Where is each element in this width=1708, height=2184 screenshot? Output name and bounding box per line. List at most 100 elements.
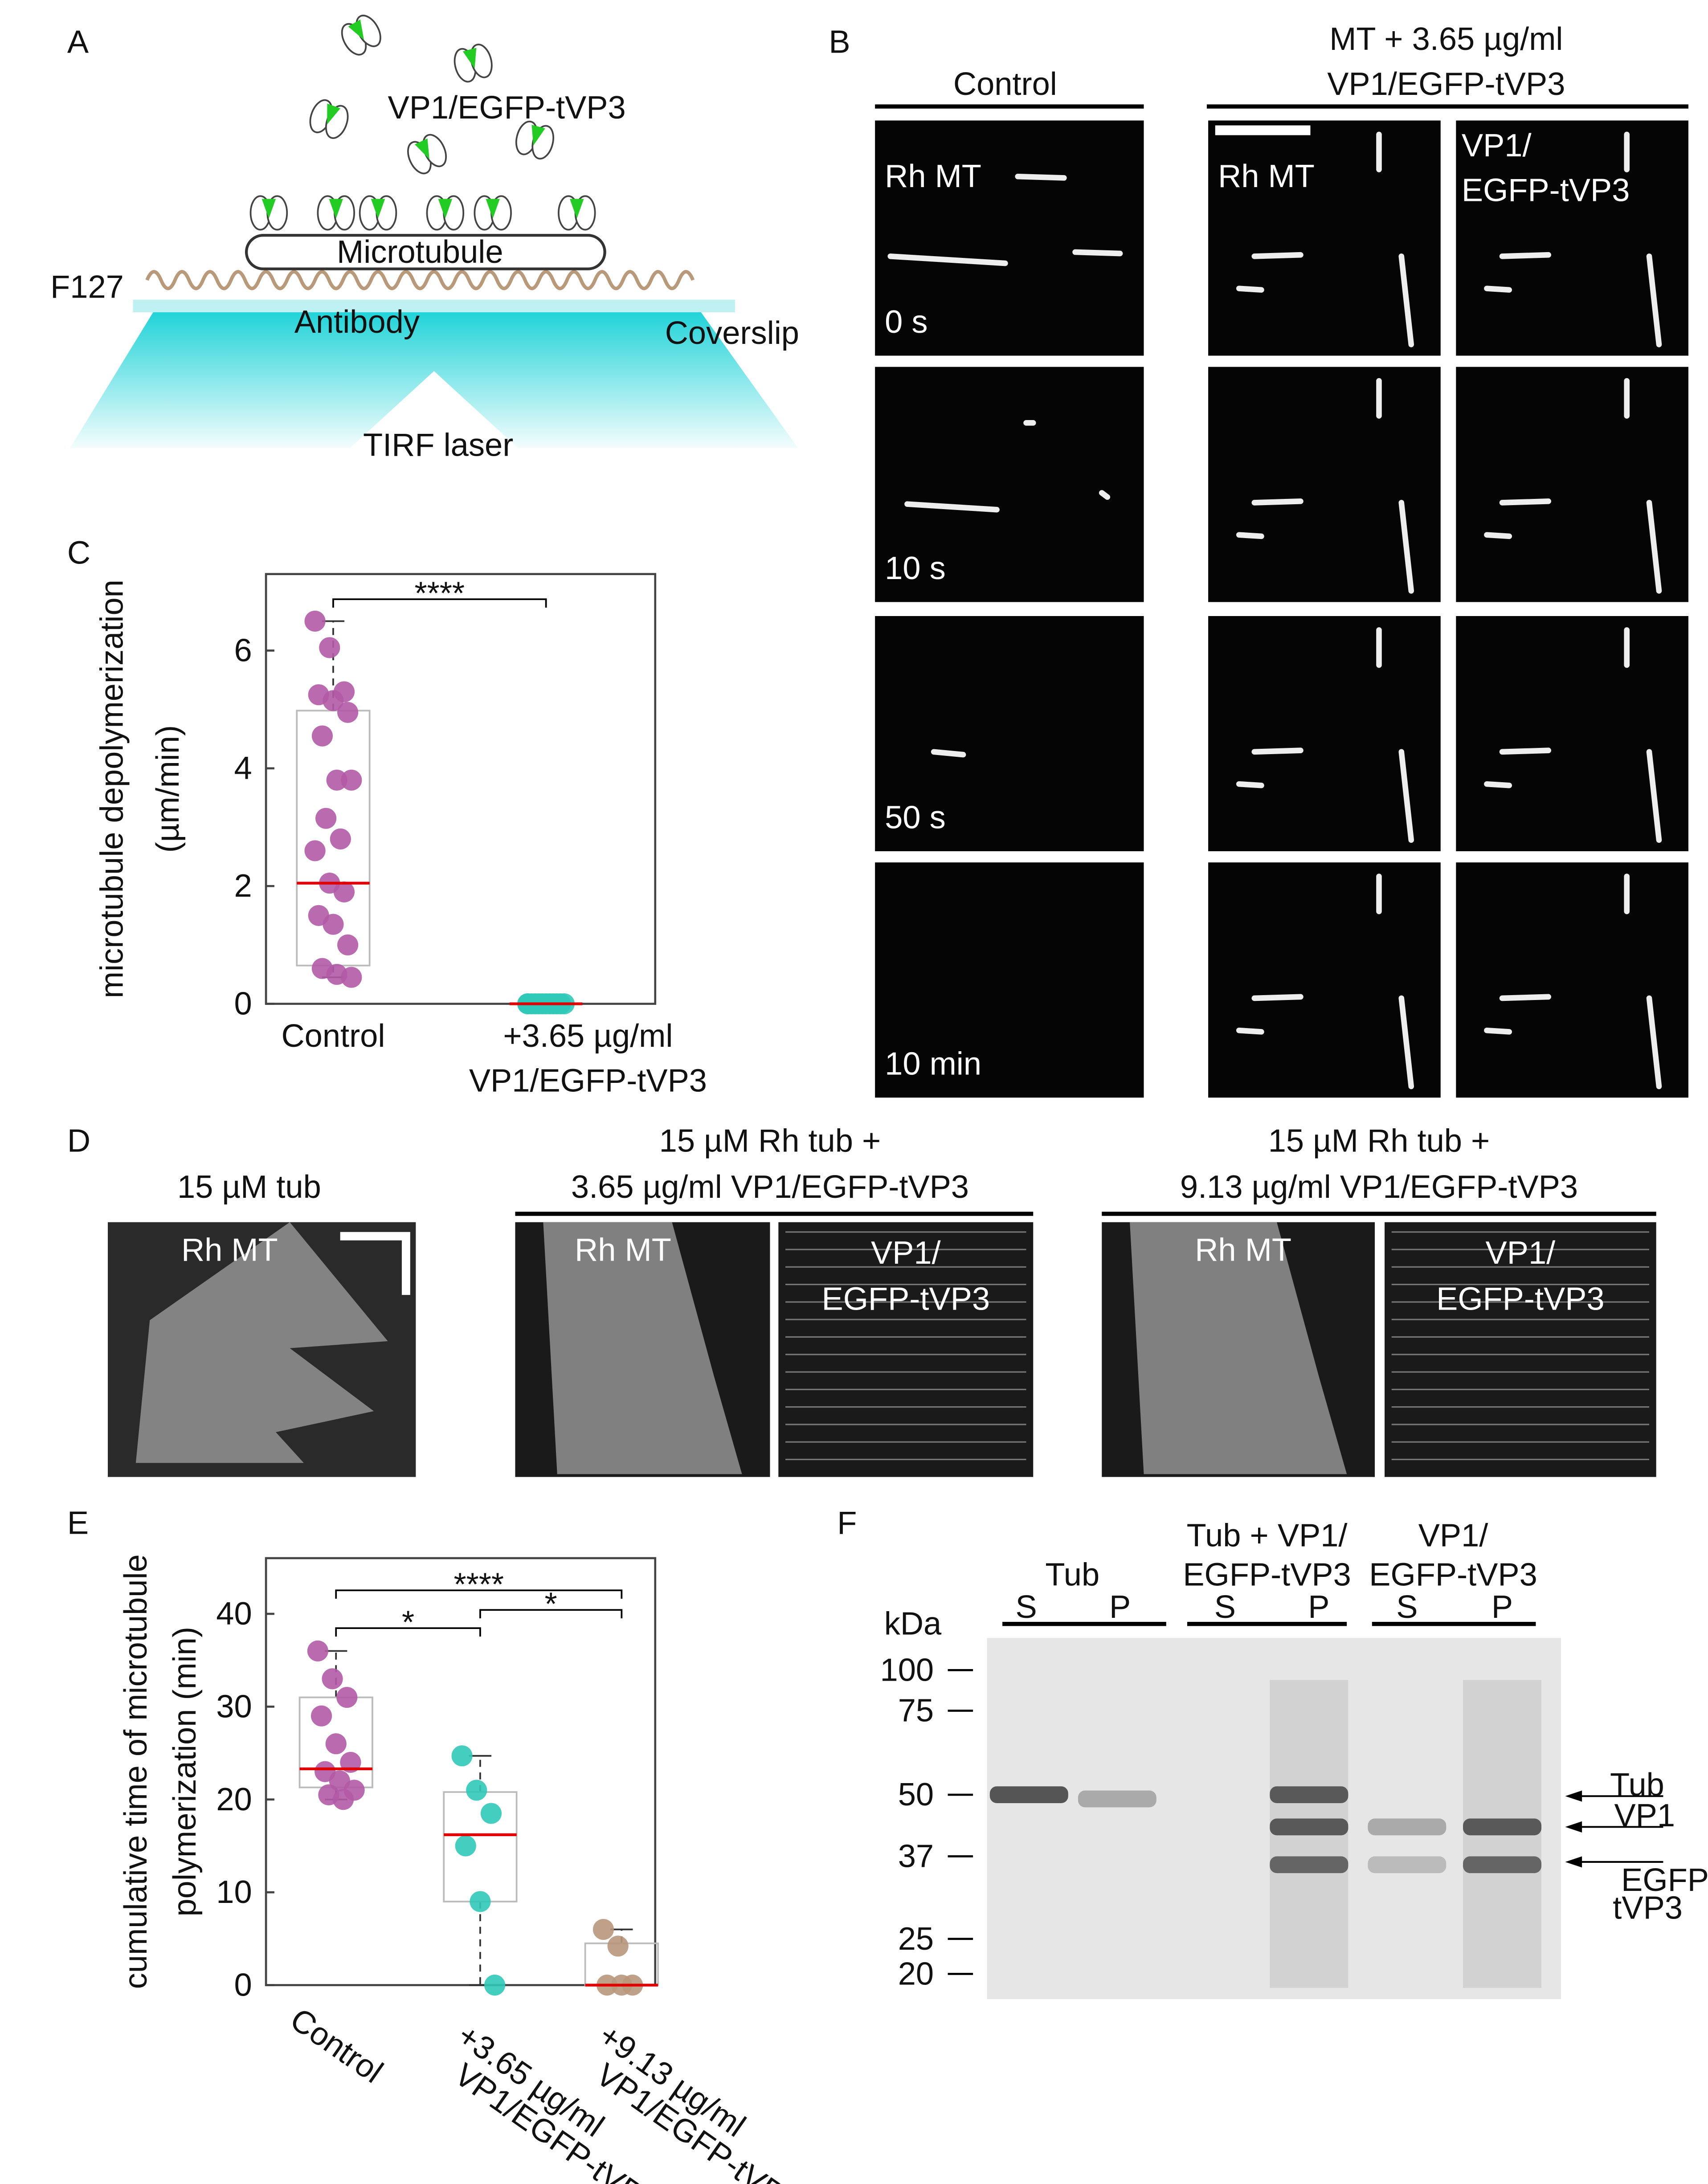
micrograph [875, 862, 1144, 1098]
kymograph-signal [1130, 1222, 1347, 1474]
protein-fluor [486, 199, 500, 219]
protein-fluor [531, 125, 545, 146]
filament [1484, 286, 1512, 293]
filament [1484, 1027, 1512, 1035]
protein-fluor [438, 199, 453, 219]
panel-label: C [67, 535, 90, 571]
micrograph [1456, 367, 1689, 602]
filament [1398, 749, 1414, 843]
time-label: 50 s [885, 800, 946, 836]
kymograph [778, 1222, 1034, 1477]
column-title: VP1/EGFP-tVP3 [1327, 66, 1565, 102]
data-point [311, 1705, 332, 1727]
box [443, 1791, 518, 1902]
channel-label: VP1/ [871, 1235, 941, 1271]
protein-fluor [570, 199, 584, 219]
data-point [336, 1686, 358, 1708]
channel-label: EGFP-tVP3 [1436, 1282, 1604, 1317]
channel-label: VP1/ [1462, 128, 1532, 163]
micrograph [1456, 862, 1689, 1098]
panel-d: D 15 µM tub Rh MT 15 µM Rh tub + 3.65 µg/ml… [67, 1123, 1656, 1477]
protein-icon [309, 99, 349, 139]
channel-label: Rh MT [1195, 1233, 1291, 1268]
band-label: Tub [1610, 1767, 1664, 1803]
marker-label: 20 [898, 1956, 934, 1992]
y-tick-label: 30 [216, 1689, 252, 1724]
significance-label: * [545, 1587, 557, 1622]
protein-icon [515, 120, 554, 160]
data-point [455, 1835, 476, 1857]
filament [1251, 994, 1303, 1001]
y-tick-label: 40 [216, 1596, 252, 1632]
data-point [592, 1919, 614, 1940]
filament [1251, 252, 1303, 259]
data-point [466, 1780, 487, 1801]
significance-bracket [335, 1589, 623, 1599]
marker-label: 75 [898, 1693, 934, 1729]
group-title: Tub + VP1/ [1187, 1518, 1348, 1554]
column-title: MT + 3.65 µg/ml [1329, 21, 1563, 57]
panel-b: B Control MT + 3.65 µg/ml VP1/EGFP-tVP3 … [829, 21, 1689, 1098]
channel-label: Rh MT [885, 159, 981, 194]
y-axis-label: cumulative time of microtubule [118, 1554, 154, 1989]
data-point [484, 1974, 506, 1996]
micrograph [1208, 862, 1441, 1098]
group-title: 15 µM tub [177, 1169, 321, 1205]
axes-box [265, 573, 657, 1005]
coverslip [133, 299, 735, 313]
data-point [322, 1668, 343, 1690]
filament [1236, 532, 1264, 539]
y-axis-label: polymerization (min) [167, 1627, 203, 1917]
filament [1251, 747, 1303, 755]
data-point [307, 1640, 328, 1661]
data-point [325, 1733, 347, 1755]
lane-label: S [1015, 1589, 1037, 1625]
channel-label: EGFP-tVP3 [1462, 173, 1630, 208]
gel-smear [1463, 1680, 1542, 1988]
panel-label: F [837, 1505, 857, 1541]
protein-icon [317, 195, 355, 231]
band-arrowhead [1565, 1790, 1582, 1802]
filament [1646, 253, 1662, 347]
micrograph [1456, 120, 1689, 356]
significance-label: * [402, 1605, 414, 1641]
filament [1484, 532, 1512, 539]
filament [1499, 994, 1552, 1001]
filament [1236, 1027, 1264, 1035]
filament [1646, 500, 1662, 594]
channel-label: Rh MT [575, 1233, 671, 1268]
protein-icon [249, 195, 288, 231]
gel-band [1463, 1856, 1542, 1874]
kymograph-signal [135, 1222, 388, 1463]
y-tick-label: 0 [234, 986, 252, 1022]
filament [1072, 249, 1123, 257]
data-point [337, 934, 359, 955]
data-point [330, 828, 351, 850]
data-point [304, 610, 326, 632]
data-point [304, 840, 326, 861]
group-title: VP1/ [1418, 1518, 1489, 1554]
filament [1499, 498, 1552, 506]
group-title: EGFP-tVP3 [1183, 1557, 1351, 1593]
data-point [341, 967, 362, 988]
kymograph-signal [543, 1222, 742, 1474]
panel-label: B [829, 24, 850, 60]
filament [1484, 781, 1512, 788]
x-tick-label: VP1/EGFP-tVP3 [469, 1063, 707, 1098]
protein-fluor [414, 138, 429, 159]
y-tick-label: 6 [234, 633, 252, 669]
panel-c: C 0 2 4 6 microtubule depolymerization (µm/mi… [67, 535, 707, 1099]
channel-label: EGFP-tVP3 [822, 1282, 990, 1317]
lane-label: P [1308, 1589, 1329, 1625]
panel-e: E 0 10 20 30 40 cumulative time of microtubul… [67, 1505, 805, 2184]
kymograph [1385, 1222, 1656, 1477]
microtubule-shape [245, 234, 606, 270]
lane-label: S [1396, 1589, 1418, 1625]
filament [1015, 173, 1067, 181]
time-label: 10 s [885, 551, 946, 586]
protein-fluor [348, 19, 364, 40]
protein-fluor [262, 199, 276, 219]
filament [1398, 253, 1414, 347]
gel-band [1270, 1856, 1348, 1874]
gel-band [1270, 1786, 1348, 1803]
